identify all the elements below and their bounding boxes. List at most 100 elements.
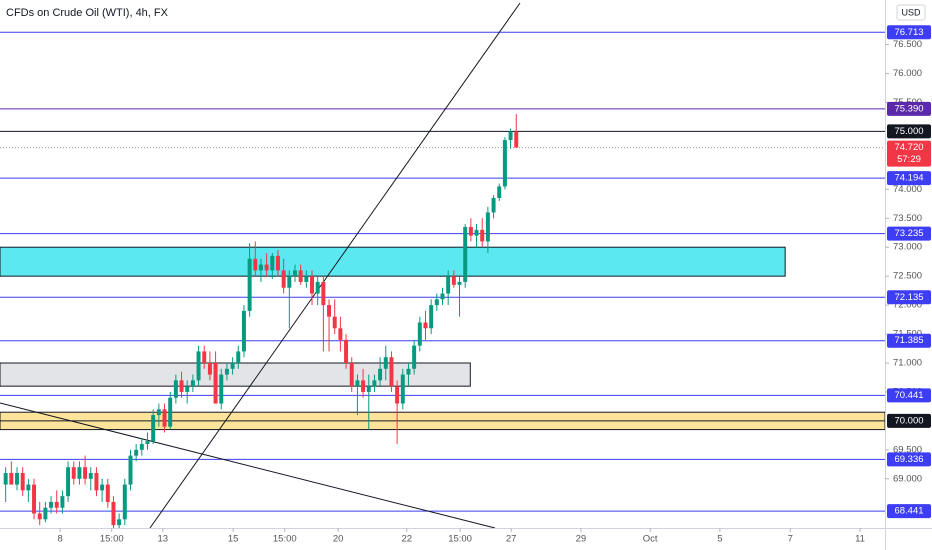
level-label: 74.194 xyxy=(894,173,923,184)
candle-body xyxy=(156,409,161,416)
candle-body xyxy=(344,339,349,363)
candle-body xyxy=(241,310,246,352)
candle-body xyxy=(196,351,201,381)
level-label-bg xyxy=(887,101,931,116)
candle-body xyxy=(491,198,496,213)
candle-body xyxy=(207,363,212,375)
x-tick-label: 13 xyxy=(158,534,169,545)
candle-body xyxy=(502,140,507,187)
candle-body xyxy=(100,484,105,491)
candle-body xyxy=(49,501,54,508)
candle-body xyxy=(213,363,218,404)
y-tick-label: 76.500 xyxy=(893,39,922,50)
candle-body xyxy=(321,281,326,306)
level-label-bg xyxy=(887,333,931,348)
candle-body xyxy=(247,258,252,311)
candle-body xyxy=(9,473,14,485)
candle-body xyxy=(287,276,292,288)
level-label: 75.390 xyxy=(894,103,923,114)
candle-body xyxy=(508,131,513,141)
level-label: 71.385 xyxy=(894,335,923,346)
candle-body xyxy=(412,345,417,369)
x-tick-label: 11 xyxy=(855,534,865,545)
level-label-bg xyxy=(887,124,931,139)
candle-body xyxy=(457,281,462,285)
x-tick-label: 15:00 xyxy=(448,534,472,545)
y-tick-label: 72.500 xyxy=(893,271,922,282)
candle-body xyxy=(3,473,8,485)
currency: USD xyxy=(901,7,921,17)
candle-body xyxy=(145,441,150,445)
candle-body xyxy=(37,513,42,520)
candle-body xyxy=(190,380,195,387)
level-label-bg xyxy=(887,452,931,467)
candle-body xyxy=(406,368,411,375)
candle-body xyxy=(151,415,156,442)
candle-body xyxy=(185,386,190,392)
y-tick-label: 73.000 xyxy=(893,242,922,253)
candle-body xyxy=(230,363,235,369)
candle-body xyxy=(122,484,127,520)
level-label-bg xyxy=(887,226,931,241)
candle-body xyxy=(349,363,354,387)
candle-body xyxy=(77,467,82,479)
candle-body xyxy=(270,255,275,271)
candle-body xyxy=(497,186,502,198)
candle-body xyxy=(434,299,439,306)
level-label-bg xyxy=(887,388,931,403)
countdown: 57:29 xyxy=(897,154,921,165)
candle-body xyxy=(310,276,315,294)
candle-body xyxy=(423,322,428,329)
candle-body xyxy=(275,255,280,271)
candle-body xyxy=(429,305,434,329)
candle-body xyxy=(474,229,479,236)
candle-body xyxy=(66,467,71,497)
candle-body xyxy=(219,374,224,404)
candle-body xyxy=(389,357,394,387)
candle-body xyxy=(315,281,320,294)
candle-body xyxy=(361,380,366,392)
candle-body xyxy=(372,380,377,387)
y-tick-label: 74.000 xyxy=(893,184,922,195)
candle-body xyxy=(128,455,133,485)
x-tick-label: 8 xyxy=(57,534,62,545)
candle-body xyxy=(173,380,178,398)
x-tick-label: 20 xyxy=(333,534,344,545)
candle-body xyxy=(162,409,167,427)
candle-body xyxy=(134,449,139,456)
candle-body xyxy=(400,374,405,404)
candle-body xyxy=(366,386,371,392)
candle-body xyxy=(71,467,76,479)
title-bg xyxy=(4,4,174,22)
axis: 69.00069.50070.50071.00071.50072.00072.5… xyxy=(57,25,931,545)
candle-body xyxy=(43,507,48,520)
candle-body xyxy=(281,270,286,288)
level-label: 75.000 xyxy=(894,126,923,137)
y-tick-label: 71.000 xyxy=(893,358,922,369)
y-tick-label: 72.000 xyxy=(893,300,922,311)
level-label: 69.336 xyxy=(894,454,923,465)
candle-body xyxy=(60,496,65,508)
x-tick-label: 29 xyxy=(576,534,587,545)
level-label-bg xyxy=(887,413,931,428)
candle-body xyxy=(480,229,485,242)
candle-body xyxy=(202,351,207,363)
candle-body xyxy=(332,316,337,329)
candle-body xyxy=(105,484,110,502)
candle-body xyxy=(446,276,451,294)
candle-body xyxy=(111,501,116,526)
level-label-bg xyxy=(887,140,931,167)
x-tick-label: 15:00 xyxy=(273,534,297,545)
candle-body xyxy=(20,473,25,491)
zone xyxy=(0,246,786,277)
candle-body xyxy=(32,484,37,514)
candle-body xyxy=(514,131,519,148)
candle-body xyxy=(83,467,88,479)
candle-body xyxy=(417,322,422,346)
level-label: 70.441 xyxy=(894,390,923,401)
chart-title: CFDs on Crude Oil (WTI), 4h, FX xyxy=(6,7,169,19)
x-tick-label: 27 xyxy=(506,534,517,545)
candle-body xyxy=(168,397,173,427)
x-tick-label: 7 xyxy=(788,534,793,545)
candle-body xyxy=(236,351,241,363)
